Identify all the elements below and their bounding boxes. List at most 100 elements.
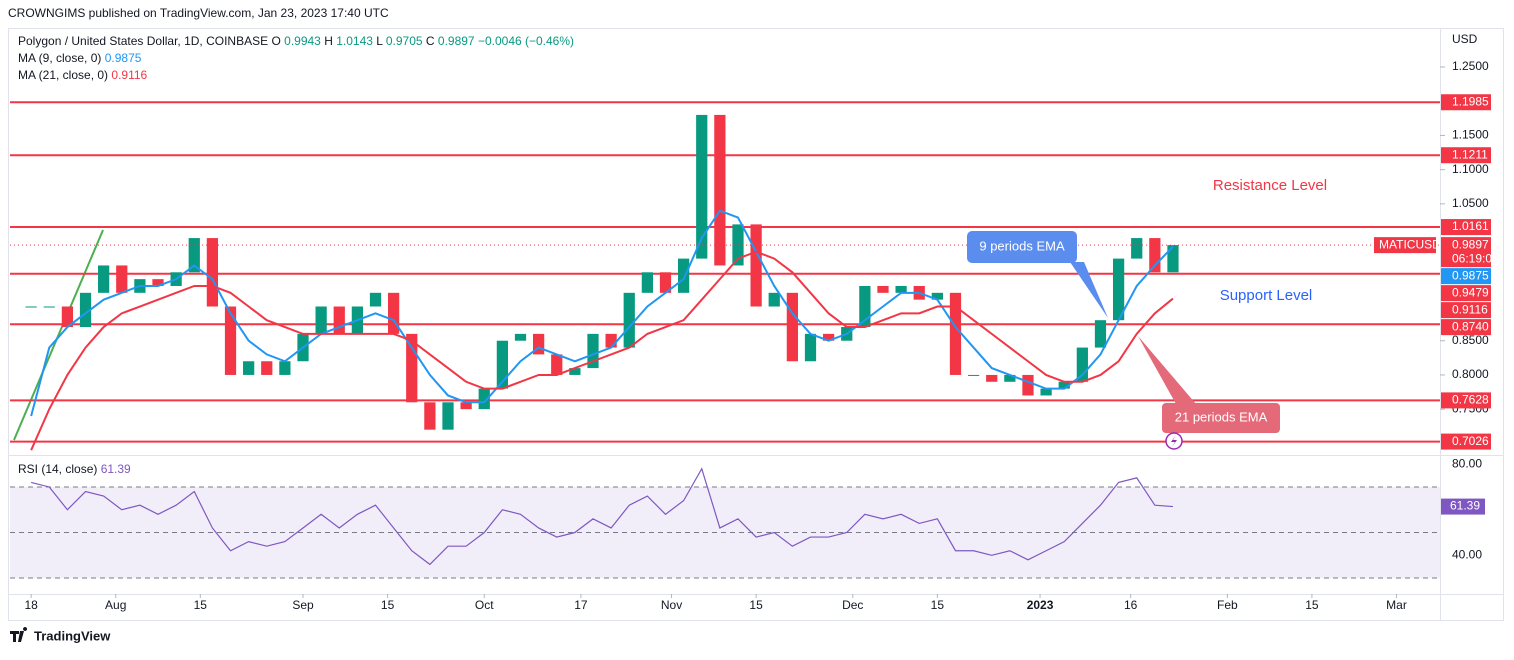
rsi-tick-label: 80.00 [1452,456,1482,470]
y-tick-label: 1.2500 [1452,59,1489,73]
level-badge-bg [1441,285,1491,302]
change: −0.0046 (−0.46%) [478,34,574,48]
candle [424,402,436,430]
resistance-label: Resistance Level [1213,177,1327,194]
candle [641,272,653,293]
ema9-arrow [1070,262,1108,318]
candle [1167,245,1179,273]
candle [786,292,798,362]
candle [967,374,980,376]
candle [605,333,617,348]
candle [1022,374,1034,396]
brand: TradingView [34,628,111,643]
y-tick-label: 0.8500 [1452,333,1489,347]
x-tick-label: Dec [842,598,863,612]
ohlc-value: 0.9897 [438,34,475,48]
candle [43,306,55,308]
y-tick-label: 0.8000 [1452,367,1489,381]
level-badge: 1.1211 [1441,147,1491,164]
axes: 1.25001.15001.10001.05000.85000.80000.75… [24,59,1499,612]
rsi-tick-label: 40.00 [1452,547,1482,561]
currency: USD [1452,32,1478,46]
x-tick-label: Aug [105,598,126,612]
price-pane [10,101,1440,451]
price-badge-bg [1441,237,1491,268]
rsi-badge-bg [1441,498,1485,515]
symbol-badge: MATICUSD [1379,237,1441,251]
countdown: 06:19:07 [1452,251,1499,265]
ema21-arrow [1138,336,1196,404]
level-badge-value: 0.8740 [1452,319,1489,333]
candle [369,292,382,307]
candle [388,292,400,334]
level-badge: 0.9479 [1441,285,1491,302]
level-badge-value: 1.1985 [1452,94,1489,108]
ma-badge-bg [1441,302,1491,319]
ohlc-value: 0.9943 [284,34,321,48]
frame [8,28,1504,621]
x-tick-label: 17 [574,598,588,612]
candle [696,114,708,259]
level-badge-bg [1441,433,1491,450]
level-badge: 0.7628 [1441,392,1491,409]
candle [243,361,255,375]
candle [188,238,200,273]
x-tick-label: Oct [475,598,494,612]
level-badge-value: 1.0161 [1452,219,1489,233]
symbol-title: Polygon / United States Dollar, 1D, COIN… [18,34,268,48]
candle [406,333,418,403]
candle [659,272,672,293]
level-badge-value: 0.9479 [1452,285,1489,299]
candle [460,402,472,410]
price-badge-value: 0.9897 [1452,237,1489,251]
candle [895,285,907,293]
candle [931,292,943,300]
level-badge-value: 0.7628 [1452,393,1489,407]
candle [79,292,92,328]
rsi-pane [10,467,1440,579]
candle [333,306,345,334]
level-badge: 0.7026 [1441,433,1491,450]
candle [1131,238,1143,259]
candle [1004,374,1016,382]
x-tick-label: 15 [381,598,395,612]
tv-logo [10,627,28,642]
candle [1094,320,1107,348]
candle [750,224,762,307]
ma-line [30,209,1174,417]
ma-badge-bg [1441,268,1491,285]
ma-line [30,250,1174,451]
rsi-badge-value: 61.39 [1450,499,1480,513]
ohlc-label: H [324,34,333,48]
level-badge-bg [1441,147,1491,164]
rsi-value: 61.39 [101,462,131,476]
legend-row: MA (9, close, 0) 0.9875 [18,51,142,65]
y-tick-label: 1.1000 [1452,162,1489,176]
level-badge-bg [1441,319,1491,336]
ma-name: MA (9, close, 0) [18,51,101,65]
ohlc-label: C [426,34,435,48]
candle [623,292,635,348]
x-tick-label: 15 [931,598,945,612]
trend-line [13,229,104,441]
x-tick-label: Nov [661,598,682,612]
candle [587,333,599,369]
ohlc-label: O [271,34,280,48]
rsi-legend: RSI (14, close) 61.39 [18,462,131,476]
candle [514,333,527,341]
candle [206,238,219,307]
x-tick-label: Sep [292,598,314,612]
candle [804,333,817,362]
candle [315,306,327,334]
ema9-callout [967,231,1077,263]
level-badge: 1.1985 [1441,94,1491,111]
candle [551,354,563,375]
ohlc-label: L [376,34,383,48]
legend-row: Polygon / United States Dollar, 1D, COIN… [18,34,574,48]
candle [1040,388,1052,396]
rsi-name: RSI (14, close) [18,462,97,476]
ma-name: MA (21, close, 0) [18,68,108,82]
candle [496,340,508,389]
